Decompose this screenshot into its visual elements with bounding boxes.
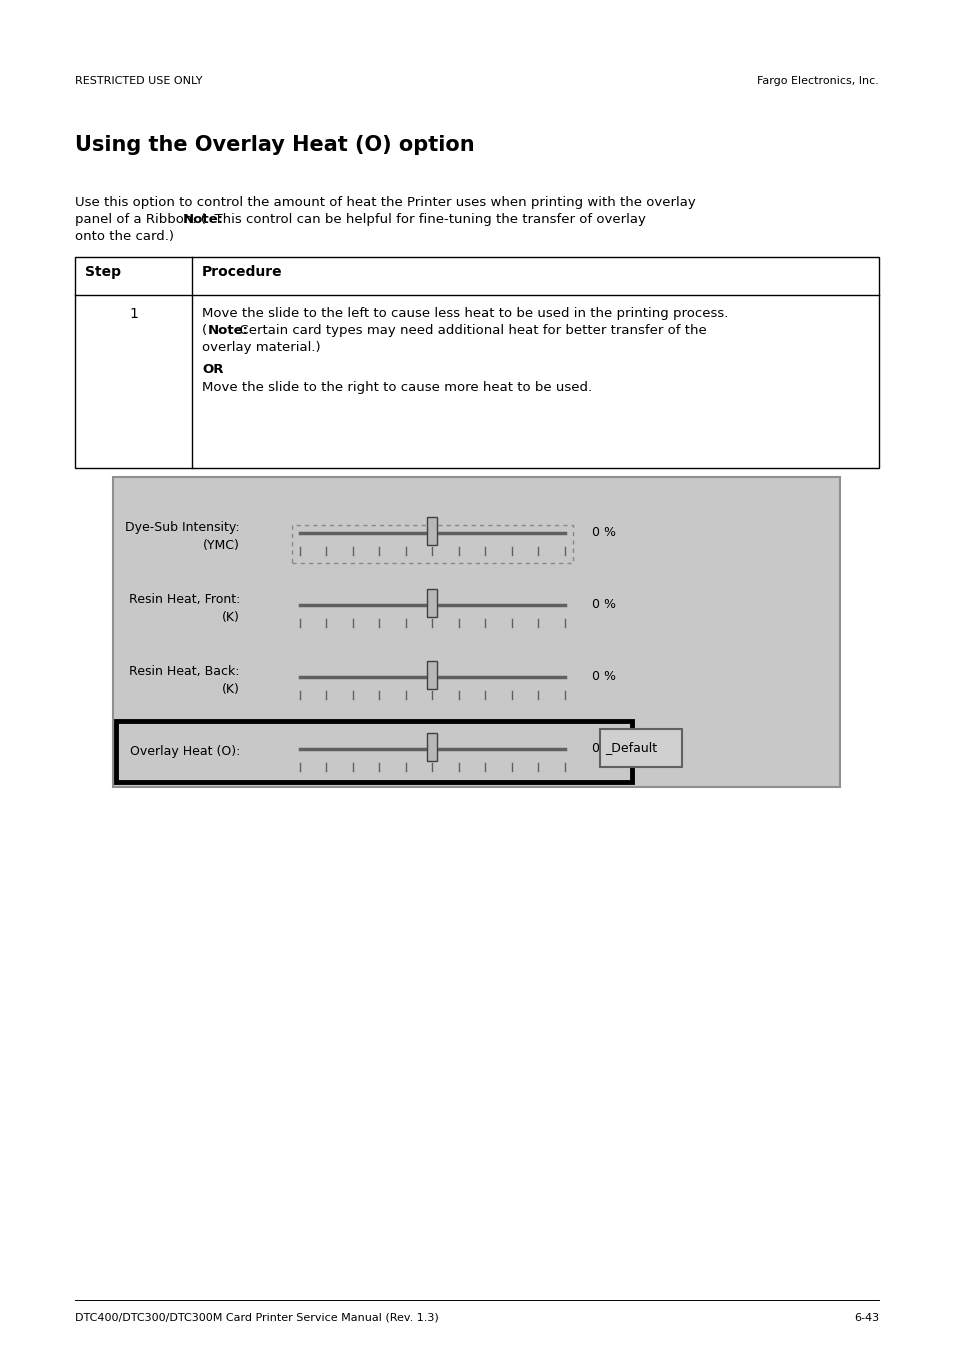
Text: 6-43: 6-43 [853, 1313, 878, 1323]
Text: Note:: Note: [207, 324, 248, 336]
Bar [427, 517, 437, 544]
Bar [599, 730, 681, 767]
Text: Dye-Sub Intensity:: Dye-Sub Intensity: [125, 521, 240, 535]
Text: (K): (K) [222, 682, 240, 696]
Text: Move the slide to the left to cause less heat to be used in the printing process: Move the slide to the left to cause less… [202, 307, 727, 320]
Text: Move the slide to the right to cause more heat to be used.: Move the slide to the right to cause mor… [202, 381, 592, 394]
Text: Using the Overlay Heat (O) option: Using the Overlay Heat (O) option [75, 135, 475, 155]
Text: OR: OR [202, 363, 223, 376]
Text: Certain card types may need additional heat for better transfer of the: Certain card types may need additional h… [231, 324, 706, 336]
Text: 1: 1 [129, 307, 138, 322]
Bar [292, 526, 573, 563]
Bar [75, 257, 878, 467]
Text: Resin Heat, Back:: Resin Heat, Back: [130, 666, 240, 678]
Text: (: ( [202, 324, 207, 336]
Bar [427, 661, 437, 689]
Text: _Default: _Default [604, 742, 657, 754]
Text: (K): (K) [222, 611, 240, 624]
Bar [427, 734, 437, 761]
Text: 0 %: 0 % [592, 527, 616, 539]
Text: This control can be helpful for fine-tuning the transfer of overlay: This control can be helpful for fine-tun… [206, 213, 645, 226]
Bar [112, 477, 840, 788]
Text: Resin Heat, Front:: Resin Heat, Front: [129, 593, 240, 607]
Text: Use this option to control the amount of heat the Printer uses when printing wit: Use this option to control the amount of… [75, 196, 695, 209]
Text: RESTRICTED USE ONLY: RESTRICTED USE ONLY [75, 76, 202, 86]
Text: 0 %: 0 % [592, 743, 616, 755]
Text: DTC400/DTC300/DTC300M Card Printer Service Manual (Rev. 1.3): DTC400/DTC300/DTC300M Card Printer Servi… [75, 1313, 438, 1323]
Text: Procedure: Procedure [202, 265, 282, 280]
Text: panel of a Ribbon. (: panel of a Ribbon. ( [75, 213, 206, 226]
Text: overlay material.): overlay material.) [202, 340, 320, 354]
Text: Fargo Electronics, Inc.: Fargo Electronics, Inc. [757, 76, 878, 86]
Text: Overlay Heat (O):: Overlay Heat (O): [130, 744, 240, 758]
Bar [427, 589, 437, 617]
Text: 0 %: 0 % [592, 670, 616, 684]
Bar [116, 721, 631, 782]
Text: 0 %: 0 % [592, 598, 616, 612]
Text: onto the card.): onto the card.) [75, 230, 173, 243]
Text: Note:: Note: [182, 213, 223, 226]
Text: Step: Step [85, 265, 121, 280]
Text: (YMC): (YMC) [203, 539, 240, 551]
